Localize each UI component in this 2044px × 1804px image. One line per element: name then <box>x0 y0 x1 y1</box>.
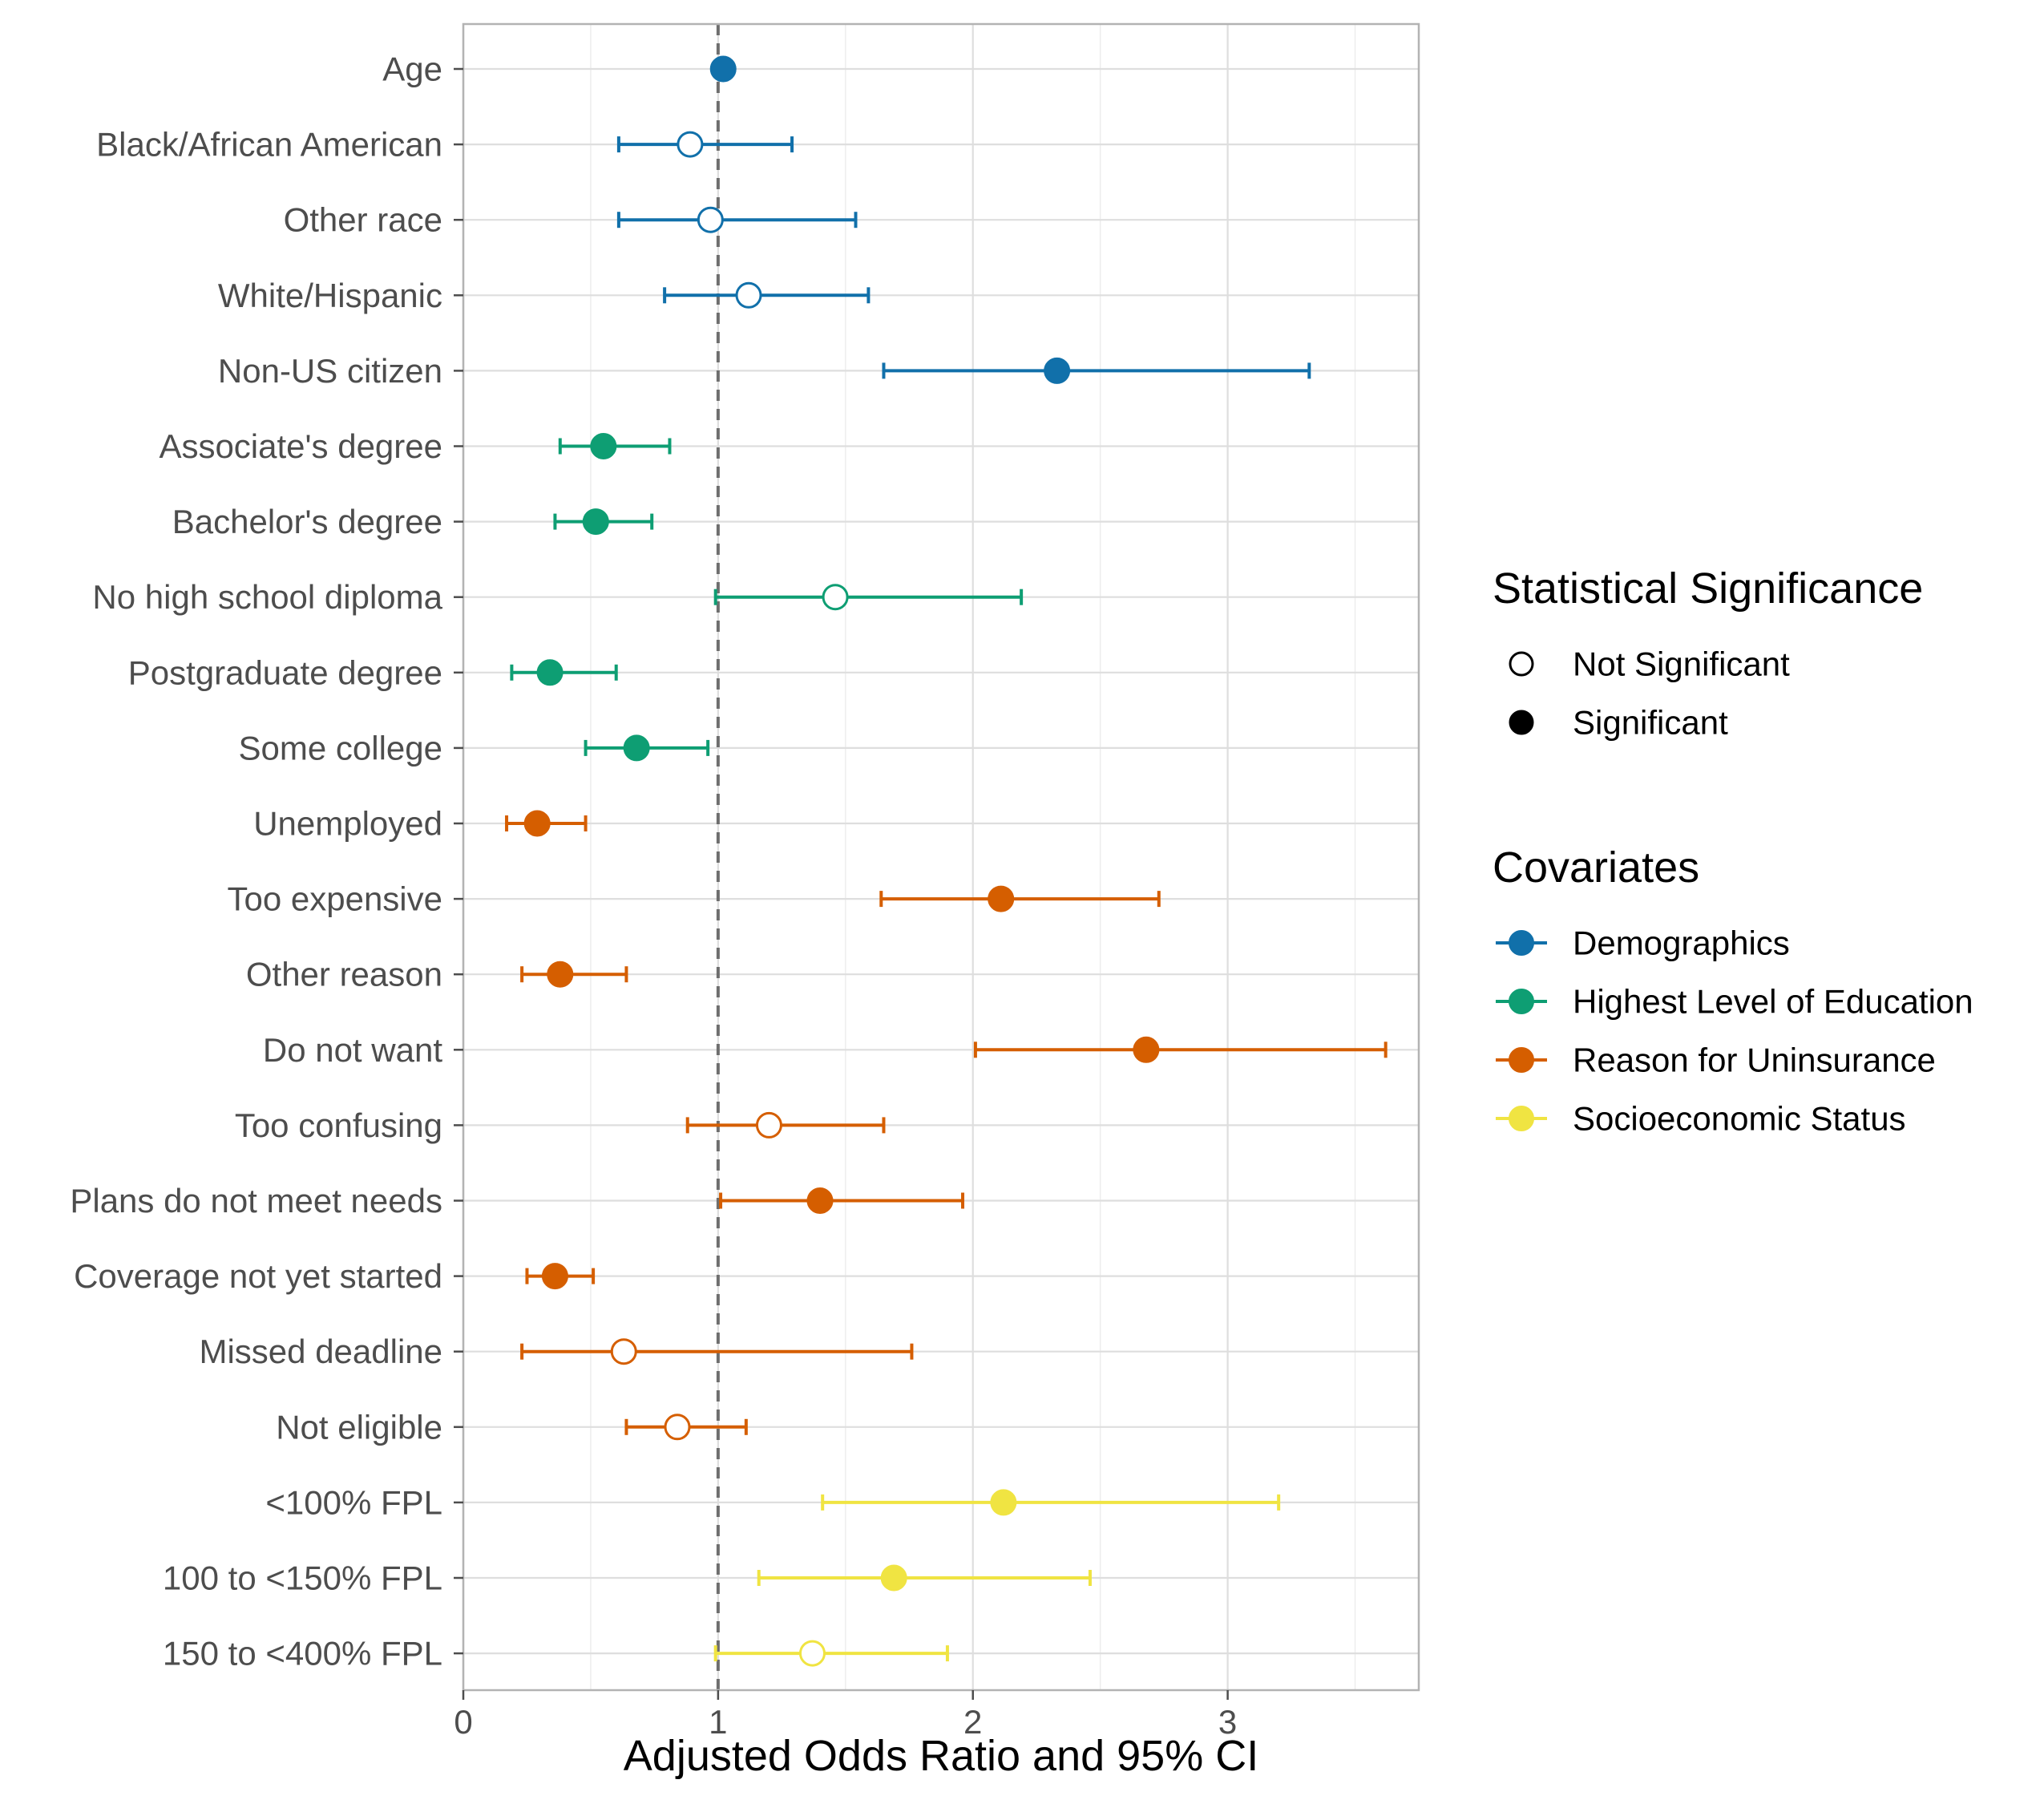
legend-label-highest-level-of-education: Highest Level of Education <box>1573 983 1973 1021</box>
y-tick-label: Postgraduate degree <box>128 653 442 691</box>
y-tick-label: Not eligible <box>276 1408 442 1446</box>
point-plans-do-not-meet-needs <box>806 1187 834 1214</box>
legend-key-significant <box>1509 710 1534 735</box>
row-missed-deadline <box>520 1338 914 1365</box>
legend-title-significance: Statistical Significance <box>1493 564 1923 613</box>
point-missed-deadline <box>610 1338 637 1365</box>
legend-label-demographics: Demographics <box>1573 924 1790 962</box>
row-white-hispanic <box>663 281 871 309</box>
y-tick-label: Do not want <box>263 1031 442 1069</box>
point-unemployed <box>523 810 551 837</box>
y-tick-label: Age <box>382 51 442 88</box>
point-other-race <box>697 206 724 233</box>
point-100-to-150-fpl <box>880 1564 907 1592</box>
row-100-to-150-fpl <box>757 1564 1092 1592</box>
point-no-high-school-diploma <box>822 584 849 611</box>
point-150-to-400-fpl <box>798 1640 826 1667</box>
y-tick-label: Too confusing <box>235 1106 442 1144</box>
y-tick-label: Non-US citizen <box>218 352 442 390</box>
legend-layer: Statistical Significance Not Significant S… <box>1493 564 1973 1138</box>
point-bachelor-s-degree <box>582 508 609 536</box>
y-tick-label: Unemployed <box>253 805 442 843</box>
row-100-fpl <box>821 1489 1281 1516</box>
point-associate-s-degree <box>590 433 617 459</box>
panel-background <box>463 24 1419 1690</box>
y-tick-label: No high school diploma <box>92 578 442 616</box>
legend-key-not-significant <box>1509 651 1534 677</box>
y-tick-label: Some college <box>239 729 442 766</box>
legend-label-reason-for-uninsurance: Reason for Uninsurance <box>1573 1042 1936 1079</box>
row-some-college <box>584 734 710 762</box>
legend-label-not-significant: Not Significant <box>1573 645 1790 683</box>
y-tick-label: Missed deadline <box>199 1333 442 1370</box>
point-not-eligible <box>664 1414 691 1441</box>
row-do-not-want <box>973 1036 1388 1063</box>
y-tick-label: Associate's degree <box>159 427 442 465</box>
row-too-expensive <box>879 885 1161 912</box>
row-postgraduate-degree <box>510 659 618 686</box>
x-axis-title: Adjusted Odds Ratio and 95% CI <box>624 1732 1258 1780</box>
point-too-confusing <box>755 1111 782 1139</box>
point-100-fpl <box>990 1489 1017 1516</box>
row-coverage-not-yet-started <box>525 1263 596 1290</box>
point-coverage-not-yet-started <box>541 1263 568 1290</box>
legend-key-highest-level-of-education <box>1509 989 1534 1014</box>
point-white-hispanic <box>735 281 762 309</box>
row-associate-s-degree <box>558 433 672 459</box>
y-tick-label: Plans do not meet needs <box>70 1182 442 1220</box>
y-tick-label: Other reason <box>246 956 442 993</box>
legend-label-socioeconomic-status: Socioeconomic Status <box>1573 1100 1906 1138</box>
x-tick-label: 0 <box>454 1703 472 1741</box>
row-age <box>709 55 737 83</box>
panel-frame-layer <box>462 22 1420 1692</box>
row-too-confusing <box>685 1111 886 1139</box>
row-bachelor-s-degree <box>553 508 654 536</box>
point-age <box>709 55 737 83</box>
y-tick-label: Other race <box>284 201 442 239</box>
point-postgraduate-degree <box>536 659 564 686</box>
row-other-race <box>616 206 858 233</box>
legend-key-socioeconomic-status <box>1509 1106 1534 1131</box>
row-other-reason <box>520 961 628 988</box>
point-other-reason <box>547 961 574 988</box>
y-tick-label: 150 to <400% FPL <box>163 1635 442 1673</box>
row-150-to-400-fpl <box>713 1640 949 1667</box>
grid-layer <box>462 24 1419 1690</box>
panel-border <box>462 22 1420 1692</box>
point-black-african-american <box>677 131 704 158</box>
legend-key-demographics <box>1509 930 1534 956</box>
point-too-expensive <box>988 885 1015 912</box>
axis-layer: Age Black/African American Other race White… <box>70 51 1258 1781</box>
x-tick-label: 2 <box>963 1703 982 1741</box>
y-tick-label: 100 to <150% FPL <box>163 1559 442 1597</box>
y-tick-label: White/Hispanic <box>218 277 442 314</box>
legend-title-covariates: Covariates <box>1493 843 1699 892</box>
point-non-us-citizen <box>1044 357 1071 384</box>
x-tick-label: 1 <box>709 1703 727 1741</box>
point-some-college <box>623 734 650 762</box>
y-tick-label: <100% FPL <box>265 1483 442 1521</box>
y-tick-label: Bachelor's degree <box>172 503 442 540</box>
row-not-eligible <box>624 1414 748 1441</box>
row-black-african-american <box>616 131 794 158</box>
point-do-not-want <box>1133 1036 1160 1063</box>
legend-key-reason-for-uninsurance <box>1509 1047 1534 1073</box>
row-plans-do-not-meet-needs <box>719 1187 965 1214</box>
y-tick-label: Black/African American <box>96 126 442 164</box>
row-unemployed <box>505 810 588 837</box>
y-tick-label: Too expensive <box>227 880 442 918</box>
marks-layer <box>505 55 1388 1667</box>
legend-label-significant: Significant <box>1573 704 1728 742</box>
x-tick-label: 3 <box>1218 1703 1237 1741</box>
row-no-high-school-diploma <box>713 584 1024 611</box>
row-non-us-citizen <box>882 357 1311 384</box>
y-tick-label: Coverage not yet started <box>74 1257 442 1295</box>
